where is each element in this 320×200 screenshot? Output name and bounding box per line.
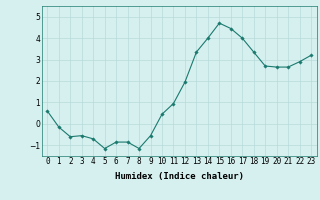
X-axis label: Humidex (Indice chaleur): Humidex (Indice chaleur): [115, 172, 244, 181]
